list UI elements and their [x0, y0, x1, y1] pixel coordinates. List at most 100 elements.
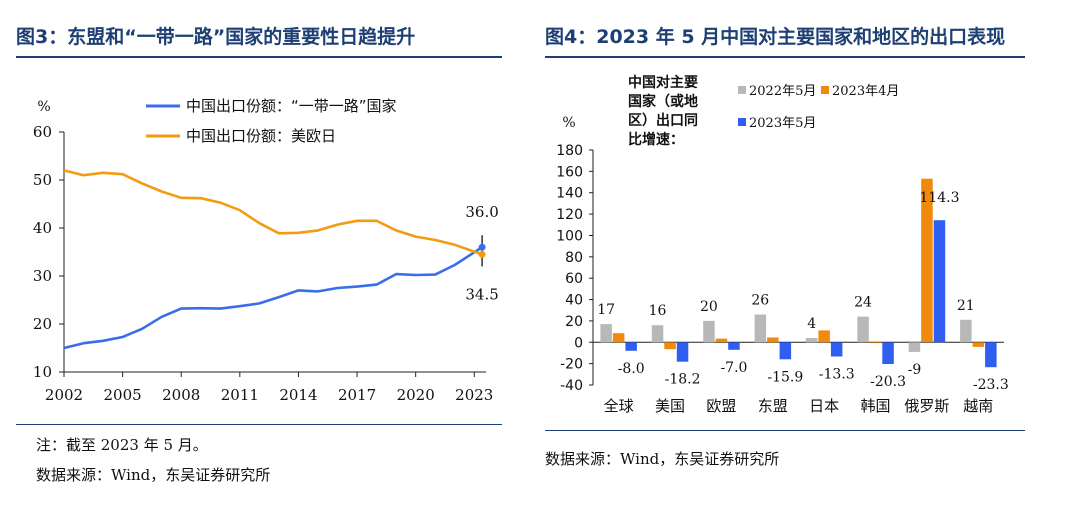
legend-label-belt-road: 中国出口份额：“一带一路”国家 [186, 97, 397, 115]
y-tick-label: 50 [33, 171, 52, 189]
legend-swatch-may-2022 [738, 86, 746, 94]
left-figure: 图3：东盟和“一带一路”国家的重要性日趋提升 % 10 20 30 40 50 60 2002… [0, 0, 520, 525]
bar-chart: % -40 -20 0 20 40 60 80 100 120 140 160 180 全球 17 -8.0 美… [556, 74, 1009, 415]
bar-may-2022-japan [805, 338, 818, 343]
bar-apr-2023-eu [715, 338, 728, 343]
bar-apr-2023-russia [921, 178, 933, 343]
left-title-rule [16, 56, 502, 58]
category-label-korea: 韩国 [861, 397, 891, 415]
annotation-belt-road: 36.0 [465, 203, 498, 221]
bar-may-2022-asean [754, 314, 767, 343]
y-tick-label: -20 [560, 357, 583, 373]
bar-may-2023-us [676, 342, 689, 362]
data-label-may-2022-global: 17 [597, 302, 615, 318]
y-tick-label: 20 [33, 315, 52, 333]
data-label-may-2023-global: -8.0 [618, 361, 645, 377]
line-chart: % 10 20 30 40 50 60 2002 2005 2008 2011 2014 2017 202… [33, 97, 499, 404]
category-label-global: 全球 [604, 397, 634, 415]
data-label-may-2023-asean: -15.9 [767, 369, 803, 385]
bar-apr-2023-us [664, 342, 676, 350]
x-tick-label: 2020 [397, 386, 435, 404]
x-tick-label: 2014 [279, 386, 317, 404]
right-figure: 图4：2023 年 5 月中国对主要国家和地区的出口表现 % -40 -20 0 20 4… [533, 0, 1080, 525]
category-label-us: 美国 [655, 397, 685, 415]
legend-swatch-may-2023 [738, 118, 746, 126]
right-title-rule [545, 56, 1025, 58]
x-tick-label: 2005 [104, 386, 142, 404]
y-tick-label: 180 [556, 143, 583, 159]
y-tick-label: 0 [574, 335, 583, 351]
data-label-may-2023-russia: 114.3 [919, 190, 959, 206]
right-source: 数据来源：Wind，东吴证券研究所 [545, 450, 780, 468]
y-tick-label: 140 [556, 186, 583, 202]
bar-may-2022-russia [908, 342, 921, 352]
end-point-belt-road [478, 243, 486, 251]
annotation-us-eu-jp: 34.5 [465, 285, 498, 303]
data-label-may-2022-asean: 26 [751, 293, 769, 309]
y-tick-label: 100 [556, 228, 583, 244]
x-tick-label: 2002 [45, 386, 83, 404]
left-source: 数据来源：Wind，东吴证券研究所 [36, 466, 271, 484]
data-label-may-2023-japan: -13.3 [819, 366, 855, 382]
y-tick-label: 60 [565, 271, 583, 287]
bar-may-2022-eu [703, 320, 715, 343]
legend-swatch-apr-2023 [821, 86, 829, 94]
data-label-may-2022-us: 16 [649, 303, 667, 319]
x-tick-label: 2008 [162, 386, 200, 404]
category-label-eu: 欧盟 [706, 397, 736, 415]
bar-may-2023-eu [728, 342, 740, 350]
category-label-russia: 俄罗斯 [904, 397, 949, 415]
bar-may-2023-asean [779, 342, 792, 360]
series-line-us-eu-jp [63, 169, 483, 256]
bar-may-2023-japan [830, 342, 843, 357]
data-label-may-2023-korea: -20.3 [870, 374, 906, 390]
y-tick-label: 30 [33, 267, 52, 285]
data-label-may-2023-vietnam: -23.3 [973, 377, 1009, 393]
y-tick-label: 40 [565, 293, 583, 309]
x-tick-label: 2011 [221, 386, 259, 404]
legend-label-us-eu-jp: 中国出口份额：美欧日 [186, 127, 336, 145]
bar-may-2022-global [600, 324, 612, 343]
bar-may-2023-global [625, 342, 637, 351]
y-tick-label: 160 [556, 164, 583, 180]
left-note: 注：截至 2023 年 5 月。 [36, 436, 208, 454]
data-label-may-2022-russia: -9 [908, 362, 922, 378]
right-bottom-rule [545, 430, 1025, 431]
series-line-belt-road [63, 246, 483, 350]
x-tick-label: 2017 [338, 386, 376, 404]
y-tick-label: 120 [556, 207, 583, 223]
data-label-may-2022-eu: 20 [700, 299, 718, 315]
bar-may-2023-russia [933, 220, 946, 343]
y-tick-label: 60 [33, 123, 52, 141]
legend-label-apr-2023: 2023年4月 [832, 84, 899, 99]
category-label-asean: 东盟 [758, 397, 788, 415]
left-figure-title: 图3：东盟和“一带一路”国家的重要性日趋提升 [16, 26, 416, 48]
bar-apr-2023-japan [818, 330, 830, 343]
data-label-may-2022-japan: 4 [807, 316, 816, 332]
category-label-vietnam: 越南 [963, 397, 993, 415]
right-figure-title: 图4：2023 年 5 月中国对主要国家和地区的出口表现 [545, 26, 1006, 48]
bar-may-2022-vietnam [960, 319, 972, 343]
legend-title: 中国对主要国家（或地区）出口同比增速： [628, 74, 698, 148]
bar-apr-2023-global [612, 333, 625, 343]
y-tick-label: -40 [560, 378, 583, 394]
bar-may-2022-korea [857, 316, 869, 343]
y-tick-label: 40 [33, 219, 52, 237]
data-label-may-2023-us: -18.2 [665, 372, 701, 388]
bar-apr-2023-korea [869, 342, 882, 344]
data-label-may-2022-vietnam: 21 [957, 298, 975, 314]
left-bottom-rule [16, 424, 502, 425]
bar-may-2023-korea [882, 342, 894, 364]
x-tick-label: 2023 [455, 386, 493, 404]
y-tick-label: 20 [565, 314, 583, 330]
y-axis-unit: % [37, 99, 50, 115]
y-axis-unit: % [562, 115, 575, 131]
bar-may-2023-vietnam [985, 342, 997, 368]
legend-label-may-2023: 2023年5月 [749, 116, 816, 131]
legend-label-may-2022: 2022年5月 [749, 84, 816, 99]
end-point-us-eu-jp [478, 250, 486, 258]
data-label-may-2023-eu: -7.0 [720, 360, 747, 376]
y-tick-label: 10 [33, 363, 52, 381]
y-tick-label: 80 [565, 250, 583, 266]
category-label-japan: 日本 [809, 397, 839, 415]
